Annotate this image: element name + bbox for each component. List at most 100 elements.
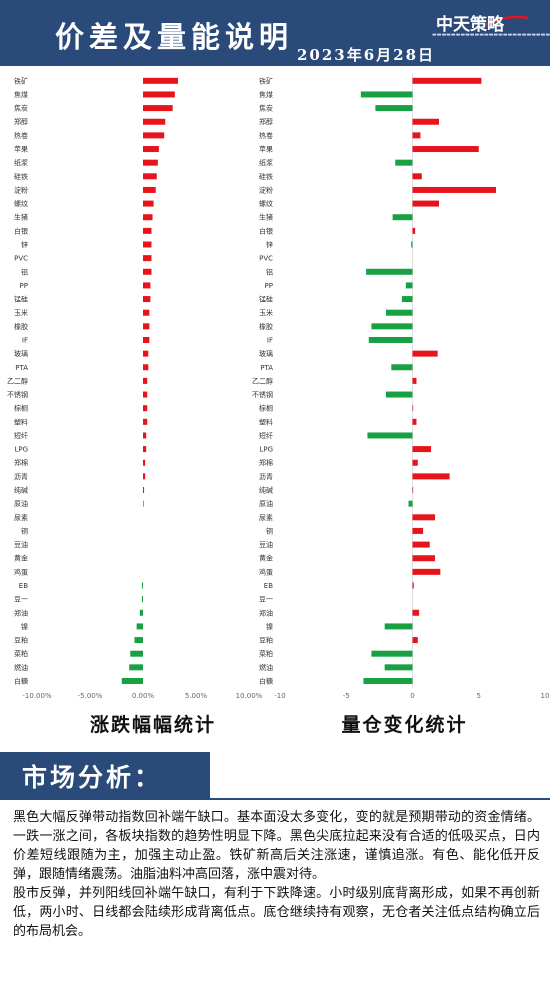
category-label: 尿素 (14, 513, 28, 522)
vol-bar (371, 323, 413, 330)
category-label: 豆一 (14, 596, 28, 604)
pct-bar (143, 173, 157, 180)
analysis-paragraph: 股市反弹，并列阳线回补端午缺口，有利于下跌降速。小时级别底背离形成，如果不再创新… (13, 886, 540, 939)
vol-bar (412, 555, 436, 562)
category-label: 热卷 (14, 131, 28, 140)
chart-title: 涨跌幅幅统计 (90, 713, 216, 736)
pct-bar (143, 309, 150, 316)
vol-bar (363, 677, 413, 684)
vol-bar (412, 405, 414, 412)
vol-bar (386, 309, 413, 316)
category-label: 生猪 (14, 213, 28, 222)
pct-bar (143, 214, 153, 221)
category-label: PTA (260, 364, 273, 372)
category-label: 铝 (21, 267, 28, 276)
x-tick-label: 0.00% (132, 692, 155, 700)
pct-bar (143, 105, 173, 112)
market-analysis-text: 黑色大幅反弹带动指数回补端午缺口。基本面没太多变化，变的就是预期带动的资金情绪。… (13, 808, 540, 941)
vol-bar (412, 527, 424, 534)
category-label: 原油 (14, 499, 28, 508)
category-label: 菜粕 (14, 649, 28, 658)
category-label: 豆油 (14, 540, 28, 549)
x-tick-label: 5 (477, 692, 481, 700)
category-label: 沥青 (14, 472, 28, 481)
category-label: LPG (14, 446, 28, 454)
pct-bar (143, 418, 148, 425)
pct-bar (143, 350, 149, 357)
category-label: 白糖 (259, 676, 273, 685)
vol-bar (360, 91, 413, 98)
pct-bar (136, 623, 143, 630)
category-label: 橡胶 (14, 322, 28, 331)
category-label: 郑油 (259, 608, 273, 617)
vol-bar (412, 118, 439, 125)
vol-bar (412, 637, 418, 644)
vol-bar (375, 105, 413, 112)
category-label: 玻璃 (259, 349, 273, 358)
pct-bar (143, 255, 152, 262)
vol-bar (412, 227, 416, 234)
category-label: 沥青 (259, 472, 273, 481)
vol-bar (371, 650, 413, 657)
category-label: 玉米 (259, 308, 273, 317)
pct-bar (143, 473, 146, 480)
vol-bar (412, 77, 482, 84)
category-label: 白银 (14, 226, 28, 235)
vol-bar (412, 446, 432, 453)
x-tick-label: -10 (274, 692, 285, 700)
category-label: 橡胶 (259, 322, 273, 331)
logo-swoosh-icon (483, 15, 529, 28)
pct-bar (143, 446, 147, 453)
vol-bar (412, 514, 436, 521)
category-label: 苹果 (259, 145, 273, 154)
pct-bar (130, 650, 143, 657)
pct-bar (143, 364, 149, 371)
vol-bar (412, 146, 479, 153)
category-label: EB (264, 582, 273, 590)
pct-bar (143, 500, 144, 507)
category-label: 棕榈 (259, 404, 273, 413)
category-label: PP (265, 282, 273, 290)
vol-bar (395, 159, 413, 166)
category-label: 生猪 (259, 213, 273, 222)
category-label: 郑棉 (259, 458, 273, 467)
category-label: PVC (259, 255, 273, 263)
pct-bar (141, 582, 143, 589)
category-label: 淀粉 (259, 185, 273, 194)
category-label: PP (20, 282, 28, 290)
category-label: 螺纹 (259, 199, 273, 208)
logo-slogan-icon: ▬▬▬▬▬▬▬▬▬▬▬▬▬▬▬▬▬▬▬▬▬▬▬▬▬▬▬ (432, 32, 550, 38)
category-label: 黄金 (14, 554, 28, 563)
x-tick-label: 10 (541, 692, 550, 700)
category-label: 不锈钢 (252, 390, 273, 399)
category-label: 热卷 (259, 131, 273, 140)
vol-bar (384, 664, 413, 671)
category-label: IF (267, 336, 273, 344)
vol-bar (412, 459, 418, 466)
pct-bar (134, 637, 143, 644)
category-label: 纸浆 (259, 158, 273, 167)
category-label: 锌 (266, 240, 273, 249)
category-label: 乙二醇 (7, 376, 28, 385)
pct-bar (143, 432, 147, 439)
vol-bar (368, 336, 413, 343)
pct-bar (143, 282, 151, 289)
vol-bar (412, 418, 417, 425)
pct-bar (129, 664, 143, 671)
logo-text: 中天策略 (436, 15, 504, 35)
report-date: 2023年6月28日 (297, 46, 436, 64)
category-label: 郑醇 (259, 117, 273, 126)
vol-bar (408, 500, 413, 507)
category-label: 黄金 (259, 554, 273, 563)
category-label: 苹果 (14, 145, 28, 154)
category-label: 锌 (21, 240, 28, 249)
vol-bar (391, 364, 413, 371)
x-tick-label: -10.00% (22, 692, 52, 700)
category-label: 豆一 (259, 596, 273, 604)
category-label: 铁矿 (14, 76, 28, 85)
vol-bar (412, 582, 414, 589)
category-label: 纯碱 (14, 486, 28, 495)
vol-bar (412, 487, 414, 494)
